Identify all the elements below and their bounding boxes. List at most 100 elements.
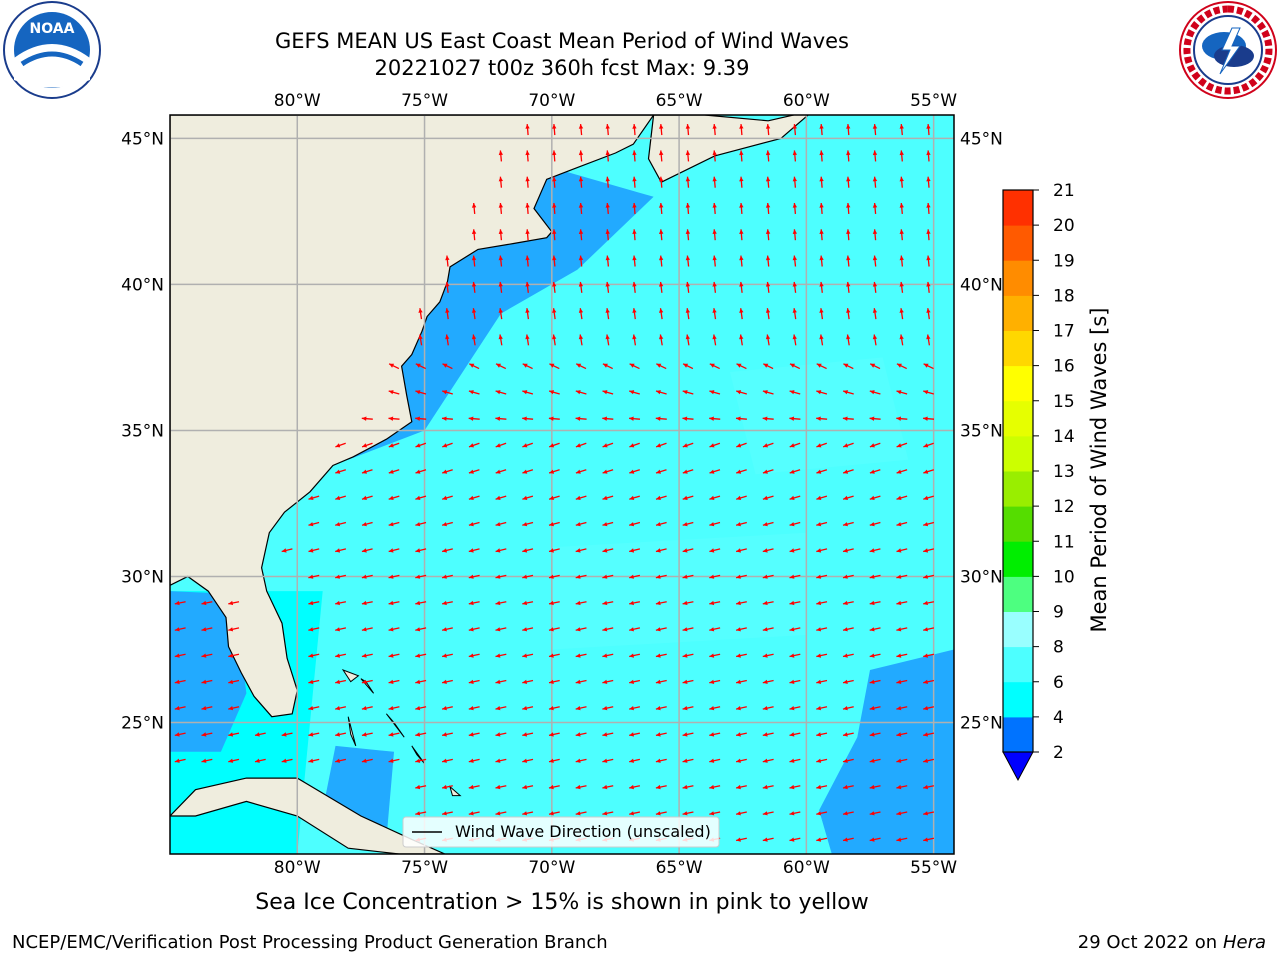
wave-direction-arrow [765,281,771,293]
wave-direction-arrow [819,150,824,162]
wave-direction-arrow [655,627,667,632]
wave-direction-arrow [872,308,878,320]
wave-direction-arrow [441,732,453,737]
wave-direction-arrow [869,416,881,421]
wave-direction-arrow [659,229,664,241]
wave-direction-arrow [659,281,664,293]
wave-direction-arrow [735,679,747,684]
wave-direction-arrow [548,784,560,790]
wave-direction-arrow [655,416,667,421]
wave-direction-arrow [441,784,453,790]
wave-direction-arrow [896,390,908,395]
wave-direction-arrow [602,442,614,448]
graticule [170,115,954,854]
wave-direction-arrow [789,784,801,790]
wave-direction-arrow [709,521,721,527]
wave-direction-arrow [739,334,744,346]
wave-direction-arrow [926,229,931,241]
open-ocean-shading [730,357,909,475]
wave-direction-arrow [923,653,935,658]
wave-direction-arrow [575,758,587,763]
wave-direction-arrow [762,495,774,500]
wave-direction-arrow [682,416,694,421]
wave-direction-arrow [174,679,186,684]
wave-direction-arrow [735,837,747,842]
wave-direction-arrow [335,521,347,527]
wave-direction-arrow [709,732,721,737]
wave-direction-arrow [762,758,774,763]
wave-direction-arrow [629,521,641,527]
wave-direction-arrow [522,732,534,737]
wave-direction-arrow [872,334,878,346]
wave-direction-arrow [415,548,427,553]
wave-direction-arrow [602,548,614,553]
wave-direction-arrow [685,308,690,320]
wave-direction-arrow [926,308,931,320]
wave-direction-arrow [789,574,801,579]
wave-direction-arrow [201,627,213,632]
wave-direction-arrow [468,574,480,579]
colorbar-segment [1003,716,1033,753]
wave-direction-arrow [709,495,721,500]
lon-tick-label-top: 75°W [401,91,448,111]
wave-direction-arrow [415,784,427,790]
wave-direction-arrow [335,495,346,500]
wave-direction-arrow [869,521,881,527]
wave-direction-arrow [899,308,904,320]
lat-tick-label-right: 40°N [960,275,1003,295]
wave-direction-arrow [739,124,744,136]
wave-direction-arrow [709,679,721,684]
wave-direction-arrow [498,255,503,267]
wave-direction-arrow [869,811,881,816]
footer-date-text: 29 Oct 2022 on [1077,932,1223,953]
wave-direction-arrow [602,600,614,606]
wave-direction-arrow [548,600,560,606]
wave-direction-arrow [789,679,801,684]
wave-direction-arrow [602,390,614,395]
southeast-low-period-shading [819,649,954,854]
colorbar-tick-label: 11 [1053,532,1075,552]
wave-direction-arrow [522,627,534,632]
wave-direction-arrow [655,784,667,790]
wave-direction-arrow [632,281,637,293]
wave-direction-arrow [468,495,480,500]
wave-direction-arrow [682,600,694,606]
colorbar-tick-label: 21 [1053,181,1075,201]
wave-direction-arrow [816,706,828,711]
noaa-logo-text: NOAA [30,21,75,37]
wave-direction-arrow [575,784,587,790]
wave-direction-arrow [896,600,908,606]
wave-direction-arrow [254,758,266,763]
wave-direction-arrow [819,255,824,267]
chart-title: GEFS MEAN US East Coast Mean Period of W… [275,29,849,53]
wave-direction-arrow [789,416,801,421]
wave-direction-arrow [816,548,828,553]
wave-direction-arrow [842,416,854,421]
wave-direction-arrow [896,732,908,737]
wave-direction-arrow [926,202,931,214]
wave-direction-arrow [629,811,641,816]
map-area [170,115,954,854]
wave-direction-arrow [361,442,373,448]
lon-tick-label-top: 65°W [656,91,703,111]
wave-direction-arrow [682,758,694,763]
wave-direction-arrow [522,679,534,684]
wave-direction-arrow [762,811,774,816]
wave-direction-arrow [655,653,667,658]
wave-direction-arrow [471,229,477,241]
wave-direction-arrow [655,600,667,606]
wave-direction-arrow [441,811,453,816]
lat-tick-label-left: 25°N [121,714,164,734]
wave-direction-arrow [869,784,881,790]
wave-direction-arrow [552,229,557,241]
wave-direction-arrow [682,363,694,370]
wave-direction-arrow [816,390,828,395]
colorbar-tick-label: 18 [1053,286,1075,306]
wave-direction-arrow [308,653,320,658]
wave-direction-arrow [842,574,854,579]
wave-direction-arrow [495,574,507,579]
wave-direction-arrow [709,442,721,448]
footer-credit: NCEP/EMC/Verification Post Processing Pr… [12,932,608,953]
wave-direction-arrow [923,627,935,632]
